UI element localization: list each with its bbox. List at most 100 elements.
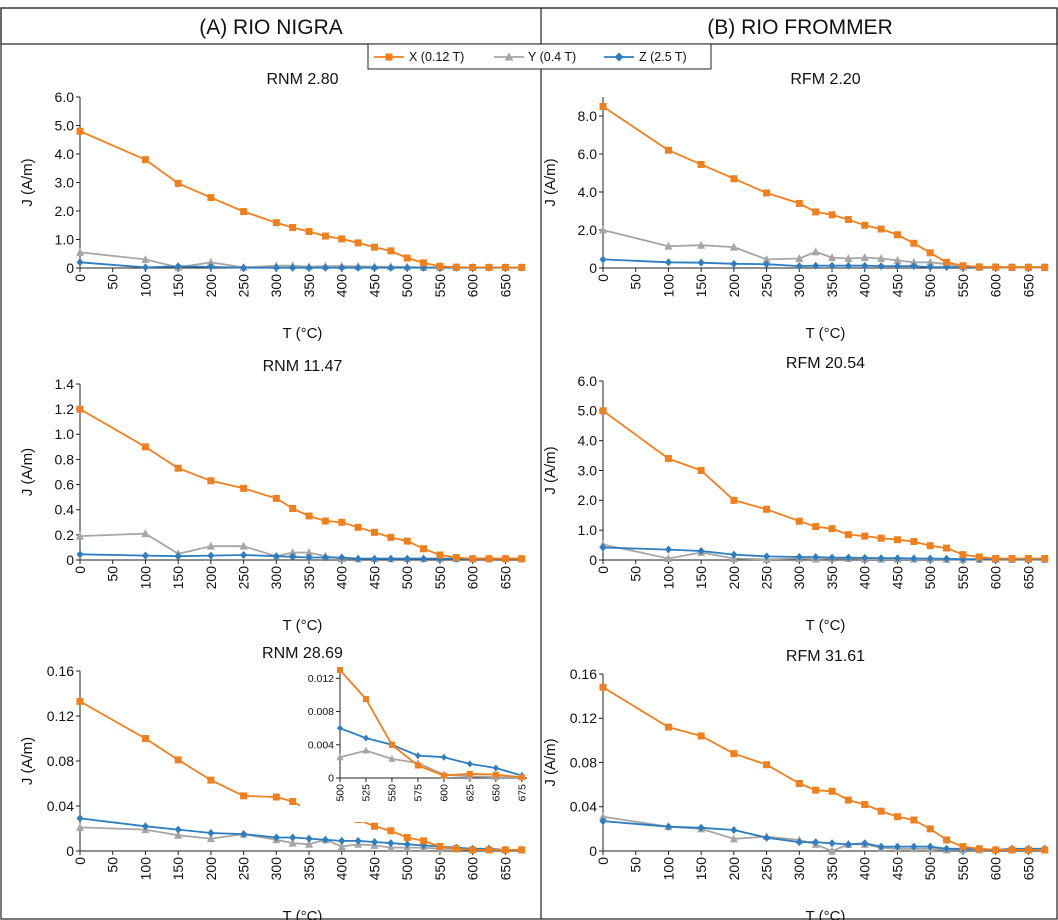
data-point-z bbox=[387, 554, 395, 563]
series-line-z bbox=[339, 727, 523, 777]
data-point-z bbox=[141, 551, 149, 560]
data-point-z bbox=[76, 814, 84, 823]
x-tick-label: 400 bbox=[857, 857, 873, 881]
data-point-y bbox=[288, 838, 297, 847]
data-point-x bbox=[501, 846, 509, 854]
chart-title: RFM 20.54 bbox=[786, 355, 865, 372]
y-tick-label: 5.0 bbox=[55, 117, 75, 133]
data-point-z bbox=[812, 553, 820, 562]
x-tick-label: 50 bbox=[105, 274, 121, 290]
data-point-z bbox=[877, 842, 885, 851]
header-frame bbox=[0, 7, 1058, 45]
y-tick-label: 1.0 bbox=[578, 522, 598, 538]
data-point-z bbox=[321, 263, 329, 272]
data-point-y bbox=[828, 253, 837, 262]
chart-title: RNM 28.69 bbox=[262, 645, 343, 662]
data-point-x bbox=[697, 160, 705, 168]
data-point-x bbox=[436, 262, 444, 270]
x-tick-label: 150 bbox=[170, 274, 186, 298]
data-point-x bbox=[370, 243, 378, 251]
data-point-z bbox=[240, 550, 248, 559]
data-point-z bbox=[240, 830, 248, 839]
data-point-z bbox=[828, 261, 836, 270]
data-point-z bbox=[466, 760, 473, 768]
data-point-y bbox=[76, 531, 84, 540]
data-point-z bbox=[926, 842, 934, 851]
y-tick-label: 3.0 bbox=[578, 462, 598, 478]
data-point-y bbox=[239, 541, 248, 550]
y-axis-label: J (A/m) bbox=[542, 158, 559, 206]
y-tick-label: 0.04 bbox=[570, 799, 597, 815]
data-point-z bbox=[141, 822, 149, 831]
data-point-y bbox=[926, 257, 935, 266]
data-point-x bbox=[1024, 555, 1032, 563]
data-point-x bbox=[403, 537, 411, 545]
data-point-x bbox=[910, 816, 918, 824]
chart-title: RNM 11.47 bbox=[263, 358, 343, 375]
data-point-z bbox=[844, 553, 852, 562]
x-tick-label: 50 bbox=[628, 274, 644, 290]
data-point-x bbox=[1008, 263, 1016, 271]
y-tick-label: 1.0 bbox=[55, 426, 75, 442]
x-tick-label: 100 bbox=[137, 857, 153, 881]
data-point-x bbox=[207, 477, 215, 485]
y-tick-label: 0 bbox=[589, 260, 597, 276]
data-point-z bbox=[289, 833, 297, 842]
x-tick-label: 150 bbox=[170, 566, 186, 590]
data-point-x bbox=[501, 263, 509, 271]
data-point-x bbox=[403, 254, 411, 262]
x-tick-label: 400 bbox=[857, 566, 873, 590]
data-point-y bbox=[206, 834, 215, 843]
data-point-x bbox=[664, 146, 672, 154]
x-tick-label: 100 bbox=[660, 274, 676, 298]
data-point-z bbox=[697, 258, 705, 267]
data-point-x bbox=[926, 542, 934, 550]
data-point-x bbox=[338, 518, 346, 526]
data-point-z bbox=[76, 258, 84, 267]
data-point-x bbox=[926, 825, 934, 833]
data-point-z bbox=[763, 260, 771, 269]
data-point-z bbox=[910, 554, 918, 563]
y-axis-label: J (A/m) bbox=[542, 446, 559, 494]
y-tick-label: 6.0 bbox=[578, 146, 598, 162]
data-point-y bbox=[729, 834, 738, 843]
data-point-z bbox=[844, 261, 852, 270]
data-point-y bbox=[76, 822, 84, 831]
data-point-x bbox=[289, 504, 297, 512]
x-tick-label: 250 bbox=[759, 566, 775, 590]
data-point-x bbox=[730, 496, 738, 504]
data-point-x bbox=[76, 405, 84, 413]
y-tick-label: 2.0 bbox=[578, 222, 598, 238]
y-tick-label: 6.0 bbox=[55, 89, 75, 105]
data-point-x bbox=[1008, 846, 1016, 854]
data-point-x bbox=[730, 175, 738, 183]
data-point-z bbox=[141, 263, 149, 272]
chart-0: 0 1.0 2.0 3.0 4.0 5.0 6.0 0 50 100 150 200 250 300 350… bbox=[19, 71, 526, 342]
x-tick-label: 650 bbox=[491, 784, 503, 802]
legend-marker-x bbox=[385, 53, 393, 61]
data-point-x bbox=[877, 225, 885, 233]
data-point-x bbox=[599, 683, 607, 691]
data-point-x bbox=[518, 774, 525, 781]
x-axis-label: T (°C) bbox=[806, 617, 846, 634]
x-tick-label: 550 bbox=[432, 857, 448, 881]
data-point-z bbox=[420, 554, 428, 563]
x-tick-label: 625 bbox=[465, 784, 477, 802]
x-tick-label: 0 bbox=[72, 857, 88, 865]
legend-box bbox=[367, 43, 712, 70]
x-tick-label: 200 bbox=[203, 274, 219, 298]
data-point-x bbox=[370, 822, 378, 830]
x-tick-label: 100 bbox=[137, 274, 153, 298]
x-tick-label: 200 bbox=[203, 566, 219, 590]
data-point-z bbox=[174, 825, 182, 834]
legend-marker-z bbox=[614, 52, 624, 62]
data-point-x bbox=[452, 263, 460, 271]
series-line-x bbox=[602, 410, 1045, 560]
data-point-z bbox=[893, 554, 901, 563]
data-point-z bbox=[272, 263, 280, 272]
data-point-z bbox=[354, 836, 362, 845]
data-point-z bbox=[387, 263, 395, 272]
x-tick-label: 50 bbox=[105, 566, 121, 582]
data-point-x bbox=[877, 807, 885, 815]
data-point-x bbox=[697, 467, 705, 474]
